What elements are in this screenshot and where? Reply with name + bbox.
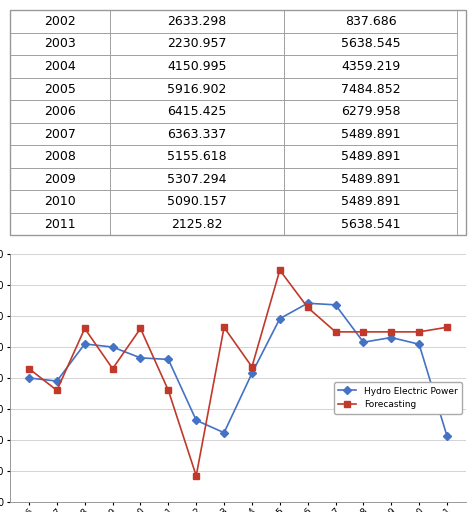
Text: 2004: 2004 <box>44 60 76 73</box>
Text: 5489.891: 5489.891 <box>341 127 400 140</box>
Forecasting <box>110 366 116 372</box>
Text: 7484.852: 7484.852 <box>341 82 400 96</box>
Hydro Electric Power <box>138 355 143 361</box>
Text: 837.686: 837.686 <box>345 15 397 28</box>
FancyBboxPatch shape <box>284 123 457 145</box>
Line: Hydro Electric Power: Hydro Electric Power <box>26 301 450 439</box>
Forecasting <box>249 364 255 370</box>
Hydro Electric Power <box>54 378 60 384</box>
Text: 5638.545: 5638.545 <box>341 37 400 51</box>
FancyBboxPatch shape <box>110 10 284 33</box>
Hydro Electric Power <box>444 433 450 439</box>
Text: 2007: 2007 <box>44 127 76 140</box>
Text: 2011: 2011 <box>44 218 76 230</box>
Text: 4359.219: 4359.219 <box>341 60 400 73</box>
FancyBboxPatch shape <box>284 78 457 100</box>
Text: 6279.958: 6279.958 <box>341 105 400 118</box>
FancyBboxPatch shape <box>10 168 110 190</box>
Forecasting <box>54 387 60 393</box>
Text: 2005: 2005 <box>44 82 76 96</box>
Hydro Electric Power <box>388 334 394 340</box>
FancyBboxPatch shape <box>10 145 110 168</box>
Forecasting <box>305 304 310 310</box>
Hydro Electric Power <box>166 356 171 362</box>
Text: 5489.891: 5489.891 <box>341 195 400 208</box>
Hydro Electric Power <box>249 370 255 376</box>
FancyBboxPatch shape <box>110 168 284 190</box>
Text: 5155.618: 5155.618 <box>167 150 227 163</box>
Text: 2006: 2006 <box>44 105 76 118</box>
Forecasting <box>193 473 199 479</box>
Hydro Electric Power <box>221 430 227 436</box>
Text: 5916.902: 5916.902 <box>167 82 227 96</box>
FancyBboxPatch shape <box>284 213 457 236</box>
FancyBboxPatch shape <box>10 55 110 78</box>
FancyBboxPatch shape <box>110 55 284 78</box>
FancyBboxPatch shape <box>110 190 284 213</box>
FancyBboxPatch shape <box>110 123 284 145</box>
Text: 5090.157: 5090.157 <box>167 195 227 208</box>
Text: 2009: 2009 <box>44 173 76 185</box>
Forecasting <box>360 329 366 335</box>
Forecasting <box>416 329 422 335</box>
FancyBboxPatch shape <box>284 168 457 190</box>
Hydro Electric Power <box>305 300 310 306</box>
FancyBboxPatch shape <box>284 55 457 78</box>
Text: 4150.995: 4150.995 <box>167 60 227 73</box>
Text: 6363.337: 6363.337 <box>167 127 227 140</box>
Text: 2230.957: 2230.957 <box>167 37 227 51</box>
Text: 2010: 2010 <box>44 195 76 208</box>
FancyBboxPatch shape <box>110 100 284 123</box>
FancyBboxPatch shape <box>10 123 110 145</box>
Forecasting <box>138 326 143 332</box>
Hydro Electric Power <box>82 341 88 347</box>
Hydro Electric Power <box>193 417 199 423</box>
FancyBboxPatch shape <box>110 78 284 100</box>
Text: 2003: 2003 <box>44 37 76 51</box>
Forecasting <box>221 324 227 330</box>
FancyBboxPatch shape <box>10 10 110 33</box>
FancyBboxPatch shape <box>284 33 457 55</box>
Text: 2125.82: 2125.82 <box>171 218 223 230</box>
Forecasting <box>444 324 450 330</box>
Forecasting <box>388 329 394 335</box>
Hydro Electric Power <box>110 344 116 350</box>
Forecasting <box>26 366 32 372</box>
FancyBboxPatch shape <box>110 145 284 168</box>
Forecasting <box>166 387 171 393</box>
Hydro Electric Power <box>26 375 32 381</box>
Text: 5638.541: 5638.541 <box>341 218 400 230</box>
FancyBboxPatch shape <box>10 190 110 213</box>
FancyBboxPatch shape <box>110 33 284 55</box>
FancyBboxPatch shape <box>10 100 110 123</box>
Text: 2008: 2008 <box>44 150 76 163</box>
Hydro Electric Power <box>360 339 366 345</box>
Text: 2633.298: 2633.298 <box>167 15 227 28</box>
FancyBboxPatch shape <box>284 10 457 33</box>
FancyBboxPatch shape <box>10 213 110 236</box>
FancyBboxPatch shape <box>284 145 457 168</box>
FancyBboxPatch shape <box>10 78 110 100</box>
Text: 2002: 2002 <box>44 15 76 28</box>
Text: 5489.891: 5489.891 <box>341 173 400 185</box>
Forecasting <box>82 326 88 332</box>
Line: Forecasting: Forecasting <box>26 267 450 479</box>
FancyBboxPatch shape <box>284 190 457 213</box>
Text: 5307.294: 5307.294 <box>167 173 227 185</box>
Hydro Electric Power <box>416 341 422 347</box>
Hydro Electric Power <box>277 315 283 322</box>
Forecasting <box>333 329 338 335</box>
FancyBboxPatch shape <box>284 100 457 123</box>
Legend: Hydro Electric Power, Forecasting: Hydro Electric Power, Forecasting <box>334 382 462 414</box>
FancyBboxPatch shape <box>110 213 284 236</box>
Text: 5489.891: 5489.891 <box>341 150 400 163</box>
Text: 6415.425: 6415.425 <box>167 105 227 118</box>
FancyBboxPatch shape <box>10 33 110 55</box>
Hydro Electric Power <box>333 302 338 308</box>
Forecasting <box>277 267 283 273</box>
